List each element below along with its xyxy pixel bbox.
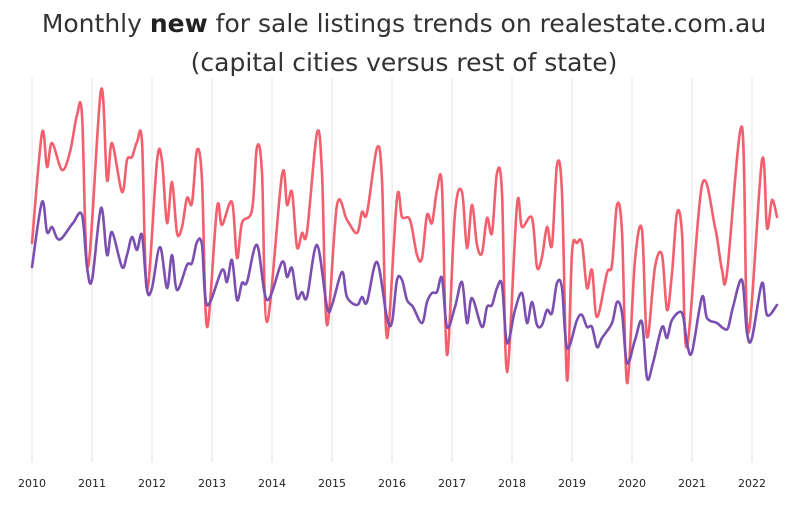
x-tick-label: 2021 <box>678 477 706 490</box>
x-tick-label: 2016 <box>378 477 406 490</box>
x-tick-label: 2015 <box>318 477 346 490</box>
chart-subtitle: (capital cities versus rest of state) <box>190 48 618 77</box>
title-text-rest: for sale listings trends on realestate.c… <box>207 9 767 38</box>
title-bold-word: new <box>149 9 208 38</box>
x-tick-label: 2018 <box>498 477 526 490</box>
series-lines <box>30 87 779 385</box>
x-tick-label: 2013 <box>198 477 226 490</box>
series-line-rest-of-state <box>30 200 779 382</box>
chart-title: Monthly new for sale listings trends on … <box>0 6 808 42</box>
series-line-capital-cities <box>30 87 779 385</box>
x-tick-label: 2014 <box>258 477 286 490</box>
x-tick-label: 2017 <box>438 477 466 490</box>
x-tick-label: 2022 <box>738 477 766 490</box>
x-tick-label: 2020 <box>618 477 646 490</box>
x-tick-label: 2011 <box>78 477 106 490</box>
x-tick-label: 2010 <box>18 477 46 490</box>
x-tick-label: 2012 <box>138 477 166 490</box>
x-axis-ticks: 2010 2011 2012 2013 2014 2015 2016 2017 2018 2019… <box>18 477 766 490</box>
title-text: Monthly <box>41 9 150 38</box>
x-tick-label: 2019 <box>558 477 586 490</box>
